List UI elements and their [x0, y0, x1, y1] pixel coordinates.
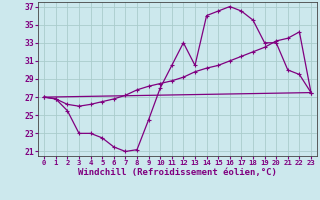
- X-axis label: Windchill (Refroidissement éolien,°C): Windchill (Refroidissement éolien,°C): [78, 168, 277, 177]
